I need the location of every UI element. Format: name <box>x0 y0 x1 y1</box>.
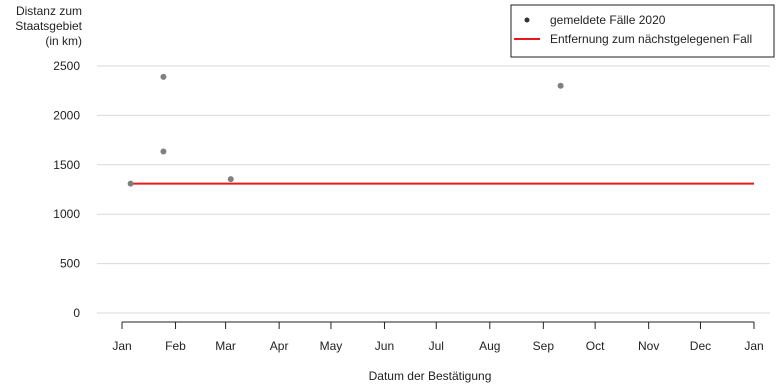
legend-point-marker <box>524 17 530 23</box>
x-tick-label: Jun <box>375 339 394 353</box>
series-reported-cases <box>127 73 564 187</box>
x-tick-label: Oct <box>586 339 605 353</box>
y-tick-label: 1500 <box>53 158 80 172</box>
x-tick-label: Dec <box>690 339 711 353</box>
y-tick-label: 2000 <box>53 108 80 122</box>
y-axis: 0 500 1000 1500 2000 2500 <box>53 59 80 320</box>
x-tick-label: Feb <box>165 339 186 353</box>
x-tick-label: Jan <box>112 339 131 353</box>
x-tick-label: Jan <box>744 339 763 353</box>
y-axis-label-line: Distanz zum <box>16 4 82 18</box>
legend: gemeldete Fälle 2020 Entfernung zum nächs… <box>510 4 775 58</box>
case-point <box>127 180 134 187</box>
y-axis-label-line: (in km) <box>45 34 82 48</box>
case-point <box>227 176 234 183</box>
x-axis-label: Datum der Bestätigung <box>369 369 492 383</box>
x-tick-label: Apr <box>270 339 289 353</box>
x-axis: Jan Feb Mar Apr May Jun Jul Aug Sep Oct Nov Dec Jan <box>112 321 764 353</box>
x-tick-label: Mar <box>215 339 236 353</box>
case-point <box>160 148 167 155</box>
case-point <box>557 82 564 89</box>
x-tick-label: Nov <box>638 339 659 353</box>
y-tick-label: 2500 <box>53 59 80 73</box>
x-tick-label: Aug <box>479 339 500 353</box>
y-tick-label: 500 <box>60 257 80 271</box>
x-tick-label: Jul <box>429 339 444 353</box>
grid-lines <box>97 65 770 314</box>
y-tick-label: 1000 <box>53 207 80 221</box>
legend-box <box>510 4 775 58</box>
x-tick-label: May <box>320 339 343 353</box>
legend-label-cases: gemeldete Fälle 2020 <box>550 13 666 27</box>
x-tick-label: Sep <box>533 339 555 353</box>
y-tick-label: 0 <box>73 306 80 320</box>
legend-label-nearest: Entfernung zum nächstgelegenen Fall <box>550 32 752 46</box>
case-point <box>160 73 167 80</box>
y-axis-label-line: Staatsgebiet <box>15 19 82 33</box>
